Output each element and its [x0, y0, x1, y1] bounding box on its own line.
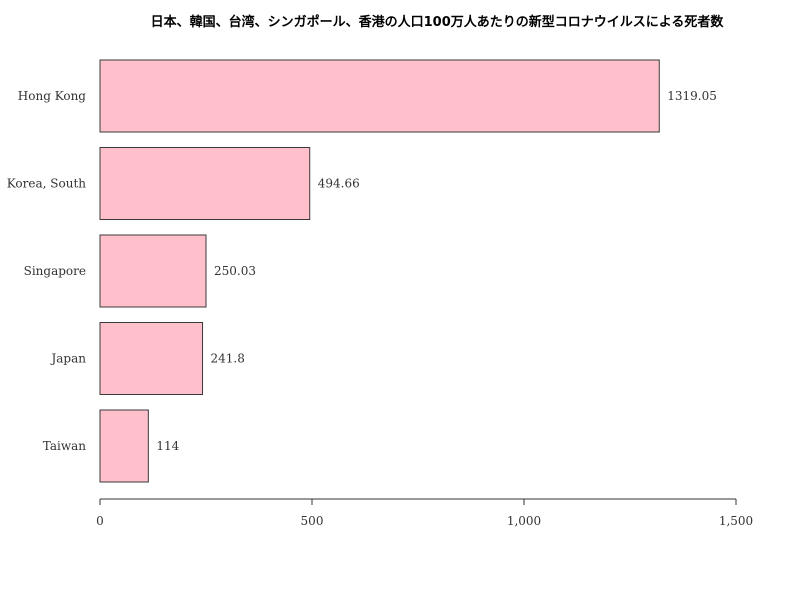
value-label: 241.8	[211, 352, 245, 366]
bar-4	[99, 409, 149, 483]
x-axis: 0 500 1,000 1,500	[96, 498, 753, 528]
bars-group: Hong Kong 1319.05 Korea, South 494.66 Singap…	[7, 59, 717, 483]
bar-0	[99, 59, 660, 133]
bar-3	[99, 322, 204, 395]
value-label: 250.03	[214, 264, 256, 278]
category-label: Hong Kong	[18, 89, 87, 103]
value-label: 114	[156, 439, 179, 453]
category-label: Korea, South	[7, 177, 86, 191]
value-label: 494.66	[318, 177, 360, 191]
value-label: 1319.05	[667, 89, 717, 103]
x-tick-label: 1,500	[719, 514, 753, 528]
x-tick-label: 1,000	[507, 514, 541, 528]
chart-title: 日本、韓国、台湾、シンガポール、香港の人口100万人あたりの新型コロナウイルスに…	[151, 14, 725, 30]
x-tick-label: 0	[96, 514, 104, 528]
x-tick-label: 500	[301, 514, 324, 528]
category-label: Singapore	[24, 264, 86, 278]
bar-2	[99, 234, 207, 308]
bar-1	[99, 147, 311, 220]
category-label: Taiwan	[43, 439, 86, 453]
category-label: Japan	[49, 352, 86, 366]
